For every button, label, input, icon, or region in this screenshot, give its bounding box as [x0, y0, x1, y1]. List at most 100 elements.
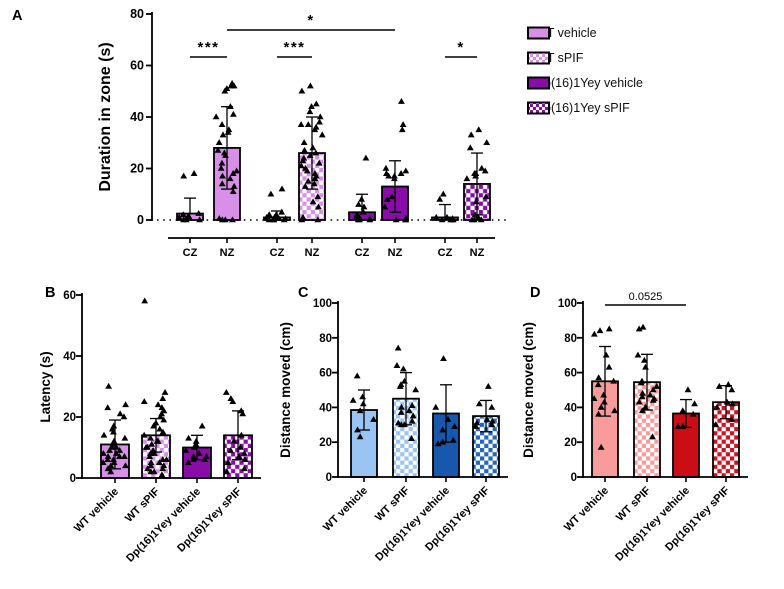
chart-text: A	[12, 8, 23, 24]
scatter-point-triangle	[150, 450, 158, 456]
scatter-point-triangle	[185, 212, 193, 219]
scatter-point-triangle	[408, 402, 416, 408]
scatter-point-triangle	[223, 85, 231, 91]
scatter-point-triangle	[398, 403, 405, 410]
scatter-point-triangle	[449, 436, 457, 443]
chart-text: 40	[319, 402, 332, 414]
scatter-point-triangle	[432, 213, 440, 220]
scatter-point-triangle	[488, 421, 496, 428]
scatter-point-triangle	[300, 154, 308, 161]
legend-item-dp-spif: Dp(16)1Yey sPIF	[527, 95, 643, 120]
scatter-points	[472, 382, 496, 429]
scatter-point-triangle	[214, 146, 222, 153]
scatter-point-triangle	[412, 386, 420, 393]
scatter-point-triangle	[397, 170, 405, 176]
scatter-point-triangle	[299, 213, 307, 220]
scatter-point-triangle	[359, 393, 367, 400]
scatter-point-triangle	[728, 415, 736, 422]
scatter-point-triangle	[121, 453, 128, 459]
scatter-point-triangle	[409, 412, 417, 419]
scatter-point-triangle	[202, 453, 210, 459]
chart-text: 0	[137, 213, 144, 227]
scatter-points	[175, 170, 203, 223]
scatter-point-triangle	[227, 103, 234, 109]
scatter-point-triangle	[481, 167, 489, 174]
scatter-point-triangle	[472, 198, 480, 205]
scatter-point-triangle	[265, 211, 273, 218]
scatter-point-triangle	[223, 468, 231, 475]
chart-text: 100	[313, 298, 332, 310]
scatter-point-triangle	[282, 215, 289, 222]
legend-label: WT vehicle	[535, 25, 597, 40]
scatter-point-triangle	[235, 453, 243, 459]
scatter-point-triangle	[227, 446, 235, 453]
scatter-point-triangle	[432, 403, 440, 410]
scatter-point-triangle	[219, 172, 226, 179]
scatter-point-triangle	[144, 443, 151, 450]
scatter-point-triangle	[190, 456, 197, 462]
scatter-point-triangle	[301, 182, 309, 189]
scatter-points	[634, 323, 661, 440]
scatter-point-triangle	[229, 216, 236, 223]
chart-text: NZ	[305, 247, 320, 259]
error-bar	[439, 203, 451, 218]
scatter-point-triangle	[440, 355, 447, 361]
scatter-point-triangle	[392, 216, 400, 223]
scatter-point-triangle	[473, 419, 481, 426]
scatter-point-triangle	[112, 450, 120, 456]
chart-text: 80	[564, 333, 577, 345]
scatter-point-triangle	[218, 159, 226, 166]
legend-label: Dp(16)1Yey vehicle	[535, 75, 643, 90]
scatter-point-triangle	[610, 377, 618, 384]
scatter-point-triangle	[160, 462, 168, 469]
scatter-point-triangle	[483, 415, 491, 422]
scatter-point-triangle	[110, 459, 118, 466]
chart-text: CZ	[183, 247, 198, 259]
legend-swatch-rect	[527, 26, 550, 39]
scatter-point-triangle	[640, 356, 648, 363]
scatter-point-triangle	[116, 410, 124, 417]
scatter-point-triangle	[436, 195, 444, 202]
scatter-point-triangle	[219, 131, 227, 138]
scatter-point-triangle	[150, 468, 158, 475]
chart-text: 60	[564, 368, 577, 380]
scatter-point-triangle	[597, 443, 605, 450]
scatter-point-triangle	[297, 162, 305, 169]
scatter-point-triangle	[224, 459, 232, 466]
scatter-point-triangle	[237, 443, 244, 450]
scatter-point-triangle	[147, 459, 155, 466]
scatter-point-triangle	[594, 381, 602, 388]
scatter-point-triangle	[439, 438, 447, 445]
chart-text: 60	[63, 290, 76, 302]
scatter-point-triangle	[475, 126, 483, 133]
scatter-point-triangle	[221, 216, 229, 223]
scatter-point-triangle	[402, 167, 410, 174]
scatter-point-triangle	[312, 100, 320, 107]
scatter-point-triangle	[158, 471, 166, 478]
scatter-point-triangle	[154, 401, 162, 408]
scatter-point-triangle	[315, 203, 322, 210]
scatter-point-triangle	[635, 398, 643, 405]
scatter-point-triangle	[472, 422, 480, 429]
scatter-point-triangle	[482, 193, 490, 200]
scatter-point-triangle	[318, 131, 326, 138]
scatter-point-triangle	[310, 180, 318, 187]
scatter-point-triangle	[99, 459, 107, 466]
scatter-point-triangle	[116, 446, 124, 453]
chart-text: 40	[564, 402, 577, 414]
chart-text: D	[530, 285, 540, 301]
scatter-point-triangle	[388, 193, 396, 200]
chart-text: CZ	[355, 247, 370, 259]
scatter-point-triangle	[312, 123, 320, 130]
scatter-point-triangle	[484, 382, 492, 389]
chart-text: WT vehicle	[72, 486, 121, 535]
legend-swatch-wt-spif	[527, 51, 550, 64]
chart-text: 60	[130, 59, 144, 73]
scatter-point-triangle	[691, 400, 698, 407]
scatter-point-triangle	[215, 139, 223, 146]
chart-text: 40	[130, 110, 144, 124]
chart-text: CZ	[270, 247, 285, 259]
scatter-point-triangle	[215, 215, 223, 222]
error-bar	[306, 116, 318, 190]
scatter-point-triangle	[649, 433, 656, 440]
